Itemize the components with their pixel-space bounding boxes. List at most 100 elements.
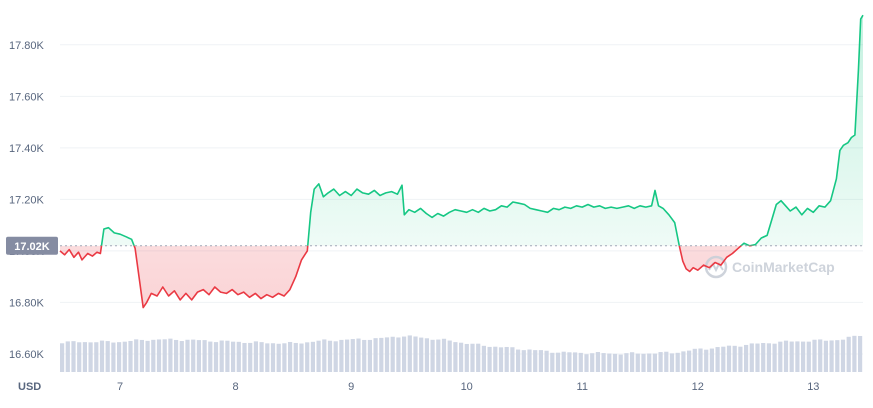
volume-bar	[162, 339, 167, 372]
volume-bar	[601, 353, 606, 372]
volume-bar	[766, 343, 771, 372]
volume-bar	[624, 353, 629, 372]
volume-bar	[561, 351, 566, 372]
volume-bar	[464, 343, 469, 372]
volume-bar	[248, 342, 253, 372]
volume-bar	[430, 339, 435, 372]
volume-bar	[527, 349, 532, 372]
volume-bar	[362, 339, 367, 372]
volume-bar	[236, 341, 241, 372]
volume-bar	[498, 347, 504, 372]
volume-bar	[168, 338, 173, 372]
volume-bar	[453, 342, 458, 372]
volume-bar	[282, 343, 287, 372]
x-tick-label: 8	[233, 381, 239, 393]
volume-bar	[647, 353, 652, 372]
x-tick-label: 11	[577, 381, 588, 393]
volume-bar	[607, 353, 612, 372]
volume-bar	[310, 341, 315, 372]
volume-bar	[77, 342, 82, 372]
volume-bar	[550, 352, 555, 372]
volume-bar	[379, 337, 384, 372]
volume-bar	[618, 354, 623, 372]
volume-bar	[265, 343, 270, 372]
volume-bar	[698, 348, 703, 372]
volume-bar	[447, 340, 452, 372]
volume-bar	[71, 341, 76, 372]
volume-bar	[772, 343, 777, 372]
y-tick-label: 16.80K	[9, 297, 45, 309]
volume-bar	[641, 353, 646, 372]
volume-bar	[664, 351, 669, 372]
x-tick-label: 12	[692, 381, 704, 393]
volume-bar	[413, 336, 418, 372]
volume-bar	[516, 349, 521, 372]
volume-bar	[145, 340, 150, 372]
volume-bar	[704, 349, 709, 372]
volume-bar	[573, 352, 578, 372]
volume-bar	[544, 350, 549, 372]
x-tick-label: 13	[807, 381, 819, 393]
volume-bar	[185, 339, 190, 372]
volume-bar	[367, 339, 372, 372]
area-fill-up	[101, 15, 863, 246]
volume-bar	[493, 346, 498, 372]
volume-bar	[356, 338, 361, 372]
volume-bar	[111, 342, 116, 372]
volume-bar	[709, 348, 714, 372]
volume-bar	[117, 342, 122, 372]
volume-bar	[669, 353, 675, 372]
watermark-text: CoinMarketCap	[732, 259, 835, 275]
volume-bar	[584, 354, 589, 372]
volume-bar	[738, 346, 743, 372]
volume-bar	[818, 339, 823, 372]
volume-bar	[327, 340, 333, 372]
volume-bar	[829, 340, 834, 372]
volume-bar	[726, 345, 732, 372]
y-tick-label: 17.60K	[9, 91, 45, 103]
volume-bar	[476, 343, 481, 372]
volume-bar	[441, 338, 447, 372]
volume-bar	[202, 340, 207, 372]
volume-bar	[156, 339, 162, 372]
volume-bar	[567, 352, 572, 372]
x-tick-label: 7	[117, 381, 123, 393]
volume-bar	[858, 335, 863, 372]
volume-bar	[555, 352, 561, 372]
volume-bar	[333, 341, 338, 372]
volume-bar	[288, 341, 293, 372]
x-axis: 7 8 9 10 11 12 13	[117, 381, 819, 393]
volume-bar	[231, 341, 236, 372]
x-tick-label: 9	[348, 381, 354, 393]
volume-bar	[299, 343, 304, 372]
currency-label: USD	[18, 381, 41, 393]
volume-bar	[402, 336, 407, 372]
y-tick-label: 17.20K	[9, 194, 45, 206]
volume-bar	[487, 346, 492, 372]
volume-bar	[384, 337, 390, 372]
volume-bar	[419, 337, 424, 372]
volume-bar	[595, 352, 600, 372]
volume-bar	[60, 343, 65, 372]
volume-bar	[459, 342, 464, 372]
x-tick-label: 10	[461, 381, 473, 393]
volume-bar	[755, 343, 760, 372]
area-fill-down	[60, 245, 863, 308]
volume-bar	[778, 341, 783, 372]
volume-bar	[219, 340, 224, 372]
y-tick-label: 16.60K	[9, 349, 45, 361]
volume-bar	[305, 342, 310, 372]
volume-bar	[139, 339, 144, 372]
volume-bar	[345, 339, 350, 372]
volume-bar	[94, 342, 99, 372]
volume-bar	[721, 346, 726, 372]
price-line-up	[100, 14, 864, 246]
volume-bar	[82, 342, 87, 372]
volume-bar	[396, 337, 401, 372]
volume-bar	[806, 341, 811, 372]
volume-bar	[179, 341, 184, 372]
volume-bar	[744, 344, 749, 372]
svg-text:17.02K: 17.02K	[14, 241, 50, 253]
volume-bar	[134, 339, 139, 372]
